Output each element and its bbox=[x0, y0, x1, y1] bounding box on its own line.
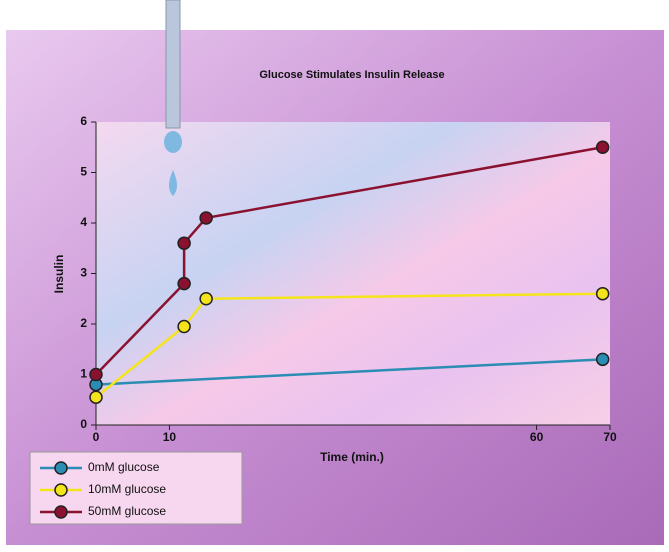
x-axis-title: Time (min.) bbox=[320, 450, 384, 464]
x-tick-label: 0 bbox=[93, 430, 100, 444]
data-point bbox=[90, 391, 102, 403]
data-point bbox=[597, 288, 609, 300]
y-tick-label: 1 bbox=[80, 367, 87, 381]
data-point bbox=[597, 353, 609, 365]
y-tick-label: 3 bbox=[80, 266, 87, 280]
data-point bbox=[90, 369, 102, 381]
x-tick-label: 10 bbox=[163, 430, 177, 444]
y-tick-label: 0 bbox=[80, 417, 87, 431]
chart-title: Glucose Stimulates Insulin Release bbox=[259, 69, 444, 81]
data-point bbox=[178, 278, 190, 290]
legend-marker bbox=[55, 462, 67, 474]
x-tick-label: 60 bbox=[530, 430, 544, 444]
legend-marker bbox=[55, 484, 67, 496]
legend-label: 10mM glucose bbox=[88, 482, 166, 496]
y-tick-label: 2 bbox=[80, 316, 87, 330]
legend-label: 0mM glucose bbox=[88, 460, 160, 474]
data-point bbox=[597, 141, 609, 153]
legend-marker bbox=[55, 506, 67, 518]
data-point bbox=[178, 237, 190, 249]
legend-label: 50mM glucose bbox=[88, 504, 166, 518]
data-point bbox=[200, 293, 212, 305]
x-tick-label: 70 bbox=[603, 430, 617, 444]
y-tick-label: 5 bbox=[80, 165, 87, 179]
data-point bbox=[178, 321, 190, 333]
y-tick-label: 4 bbox=[80, 215, 87, 229]
chart: Glucose Stimulates Insulin Release Time … bbox=[0, 0, 669, 552]
data-point bbox=[200, 212, 212, 224]
pipette-tube bbox=[166, 0, 180, 128]
y-axis-title: Insulin bbox=[52, 255, 66, 294]
y-tick-label: 6 bbox=[80, 114, 87, 128]
drop bbox=[164, 131, 182, 153]
